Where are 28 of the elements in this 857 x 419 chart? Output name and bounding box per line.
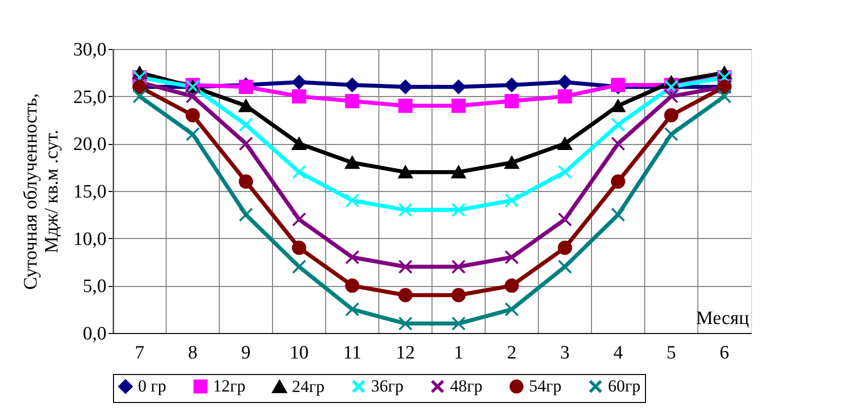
y-tick-label: 5,0 [82,276,106,298]
x-tick-label: 12 [396,342,415,364]
y-tick-label: 20,0 [73,134,106,156]
legend-label: 54гр [529,376,562,396]
y-tick-label: 0,0 [82,324,106,344]
y-tick-label: 15,0 [73,182,106,202]
y-tick-label: 10,0 [73,228,106,250]
y-axis-title: Суточная облученность, Мдж/ кв.м .сут. [20,93,62,290]
x-tick-label: 5 [666,342,676,364]
legend-label: 60гр [608,376,640,396]
legend-label: 36гр [371,376,404,396]
legend-label: 12гр [213,376,246,396]
x-tick-label: 11 [343,342,362,364]
x-axis-title: Месяц [696,308,749,329]
x-tick-label: 2 [507,342,516,364]
x-tick-label: 7 [134,342,144,364]
y-tick-label: 30,0 [73,40,106,60]
legend-label: 24гр [292,376,324,396]
x-tick-label: 1 [454,342,464,364]
legend-label: 48гр [450,376,482,396]
x-tick-label: 6 [720,342,730,364]
x-tick-label: 10 [290,342,309,364]
x-tick-label: 9 [241,342,251,364]
x-tick-label: 4 [613,342,624,364]
x-tick-label: 3 [560,342,570,364]
y-tick-label: 25,0 [73,86,106,108]
legend-label: 0 гр [138,376,166,396]
x-tick-label: 8 [188,342,198,364]
